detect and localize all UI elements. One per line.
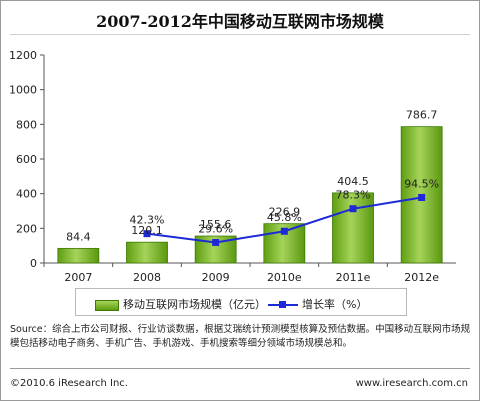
y-tick-label: 400 bbox=[16, 188, 37, 201]
x-tick-label: 2011e bbox=[336, 271, 371, 284]
x-tick-label: 2010e bbox=[267, 271, 302, 284]
website-link[interactable]: www.iresearch.com.cn bbox=[355, 378, 468, 389]
source-note: Source：综合上市公司财报、行业访谈数据，根据艾瑞统计预测模型核算及预估数据… bbox=[10, 324, 471, 349]
legend-box bbox=[75, 288, 407, 316]
legend-bar-swatch bbox=[95, 299, 119, 311]
x-tick-label: 2007 bbox=[64, 271, 92, 284]
footer-divider bbox=[10, 368, 470, 369]
bar bbox=[57, 247, 100, 264]
x-tick-label: 2008 bbox=[133, 271, 161, 284]
bar-value-label: 226.9 bbox=[269, 206, 301, 219]
bar-value-label: 155.6 bbox=[200, 218, 232, 231]
title-divider bbox=[10, 34, 470, 35]
legend-item-bar: 移动互联网市场规模（亿元） bbox=[95, 296, 266, 312]
y-tick-label: 1200 bbox=[9, 49, 37, 62]
growth-point bbox=[418, 193, 426, 201]
growth-value-label: 94.5% bbox=[404, 177, 439, 190]
legend-bar-label: 移动互联网市场规模（亿元） bbox=[123, 298, 266, 311]
y-tick-label: 0 bbox=[30, 257, 37, 270]
bar-value-label: 786.7 bbox=[406, 109, 438, 122]
bar-value-label: 120.1 bbox=[131, 224, 163, 237]
chart-plot: 0 200 400 600 800 1000 1200 2007 2008 2009 2010e 20… bbox=[9, 49, 456, 284]
growth-value-label: 29.6% bbox=[198, 222, 233, 235]
bar bbox=[332, 192, 374, 264]
bar bbox=[126, 241, 168, 264]
growth-point bbox=[280, 227, 288, 235]
x-tick-label: 2009 bbox=[202, 271, 230, 284]
x-tick-label: 2012e bbox=[404, 271, 439, 284]
growth-value-label: 42.3% bbox=[130, 214, 165, 227]
bar-value-label: 404.5 bbox=[337, 175, 369, 188]
growth-value-label: 45.8% bbox=[267, 211, 302, 224]
y-tick-label: 800 bbox=[16, 118, 37, 131]
y-tick-label: 1000 bbox=[9, 84, 37, 97]
growth-value-label: 78.3% bbox=[336, 189, 371, 202]
legend-line-label: 增长率（%） bbox=[302, 298, 368, 311]
legend-item-line: 增长率（%） bbox=[268, 296, 367, 312]
bar-value-label: 84.4 bbox=[66, 230, 91, 243]
y-tick-label: 200 bbox=[16, 222, 37, 235]
y-tick-label: 600 bbox=[16, 153, 37, 166]
legend-line-swatch bbox=[268, 299, 298, 311]
growth-point bbox=[143, 230, 151, 238]
chart-title: 2007-2012年中国移动互联网市场规模 bbox=[96, 12, 384, 31]
copyright-text: ©2010.6 iResearch Inc. bbox=[10, 378, 128, 389]
growth-point bbox=[349, 205, 357, 213]
growth-point bbox=[212, 238, 220, 246]
